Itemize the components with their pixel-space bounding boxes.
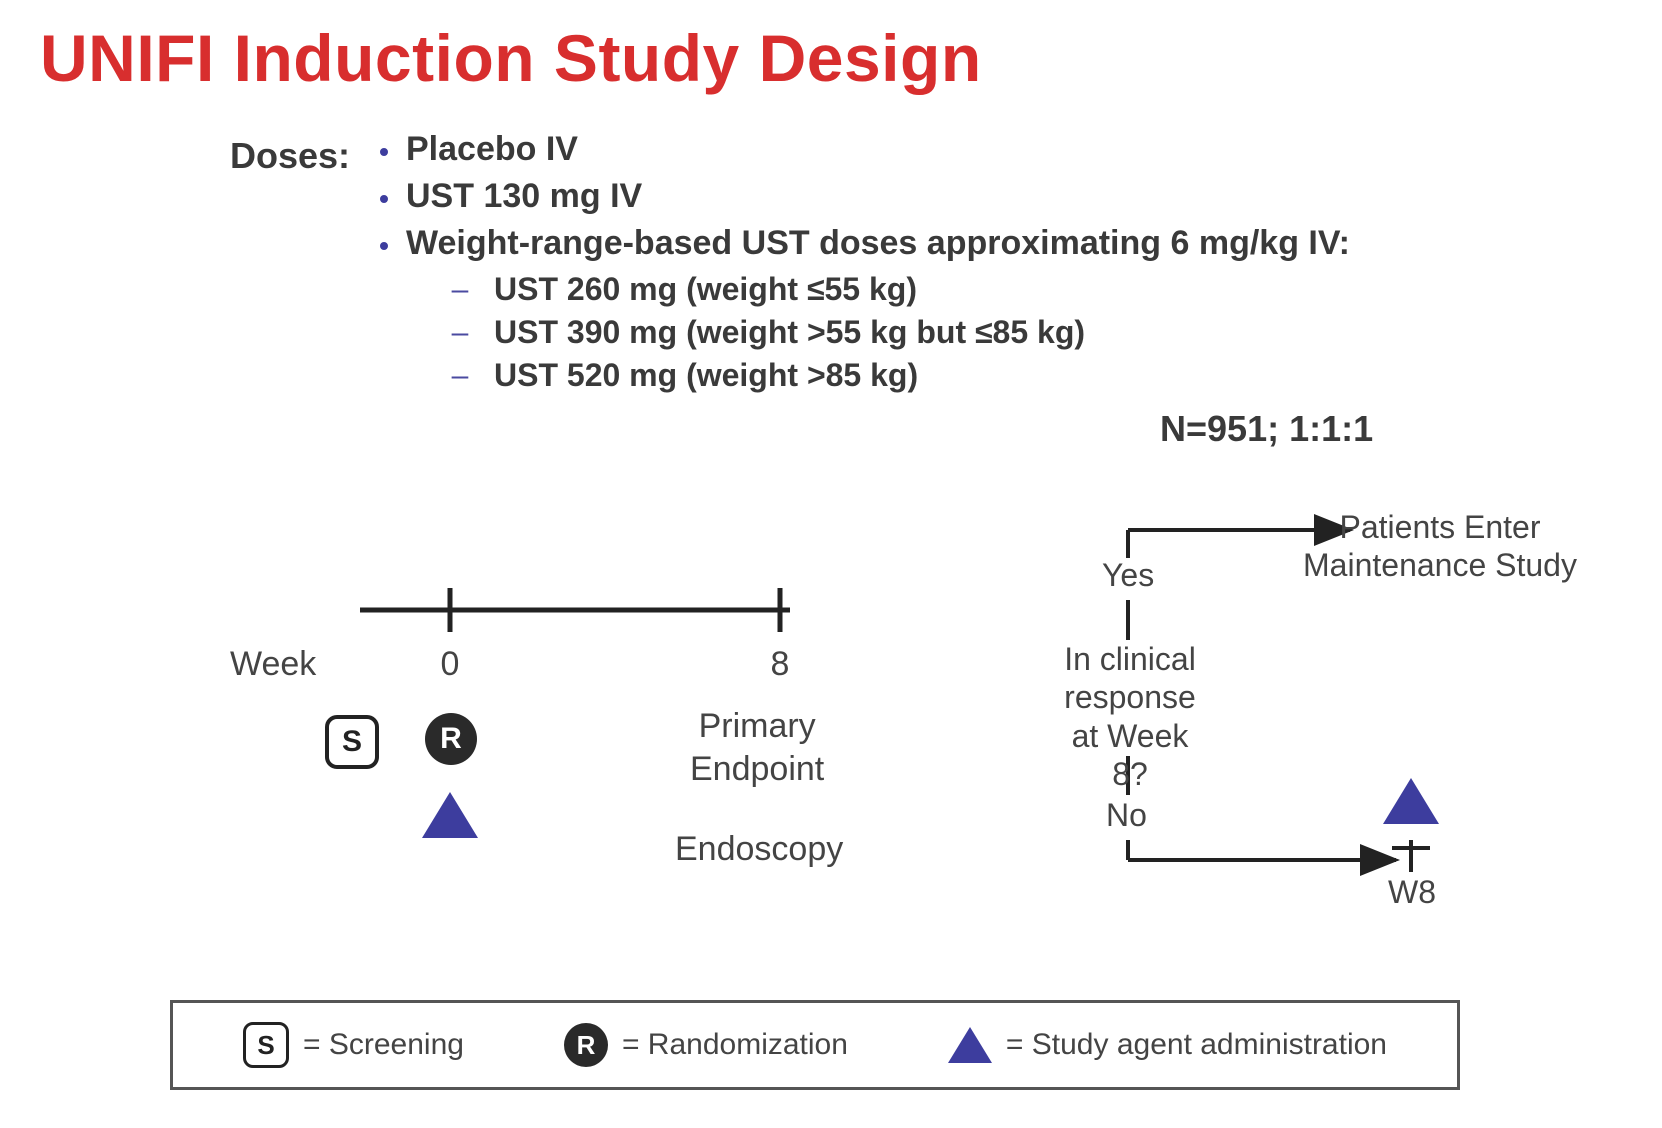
agent-triangle [422, 792, 478, 838]
dose-subitem: – UST 390 mg (weight >55 kg but ≤85 kg) [450, 314, 1350, 351]
subitem-text: UST 390 mg (weight >55 kg but ≤85 kg) [494, 314, 1085, 351]
question-l1: In clinical [1064, 641, 1196, 677]
tick-8-label: 8 [771, 645, 790, 684]
r-circle-icon: R [425, 713, 477, 765]
primary-endpoint-l1: Primary [699, 707, 816, 745]
legend-box: S = Screening R = Randomization = Study … [170, 1000, 1460, 1090]
timeline-diagram: Week 0 8 S R Primary Endpoint Endoscopy [230, 550, 1010, 920]
s-box-icon: S [243, 1022, 289, 1068]
s-box-icon: S [325, 715, 379, 769]
dose-sublist: – UST 260 mg (weight ≤55 kg) – UST 390 m… [450, 271, 1350, 394]
dose-subitem: – UST 260 mg (weight ≤55 kg) [450, 271, 1350, 308]
screening-symbol: S [325, 715, 379, 769]
triangle-icon [1383, 778, 1439, 824]
dash-icon: – [450, 316, 470, 350]
outcome-l2: Maintenance Study [1303, 547, 1577, 583]
legend-study-agent-text: = Study agent administration [1006, 1028, 1387, 1062]
primary-endpoint-label: Primary Endpoint [690, 705, 824, 790]
dose-item: Placebo IV [380, 130, 1350, 169]
dose-item: UST 130 mg IV [380, 177, 1350, 216]
subitem-text: UST 260 mg (weight ≤55 kg) [494, 271, 917, 308]
w8-label: W8 [1388, 874, 1436, 911]
triangle-icon [948, 1027, 992, 1063]
agent-triangle-w8 [1383, 778, 1439, 824]
decision-flow: Yes In clinical response at Week 8? No P… [1000, 500, 1590, 950]
page-title: UNIFI Induction Study Design [40, 20, 982, 96]
legend-randomization: R = Randomization [564, 1023, 848, 1067]
primary-endpoint-l2: Endpoint [690, 750, 824, 788]
legend-screening-text: = Screening [303, 1028, 464, 1062]
dose-text: Weight-range-based UST doses approximati… [406, 224, 1350, 263]
decision-outcome: Patients Enter Maintenance Study [1300, 508, 1580, 585]
bullet-icon [380, 242, 388, 250]
dash-icon: – [450, 273, 470, 307]
triangle-icon [422, 792, 478, 838]
tick-0-label: 0 [441, 645, 460, 684]
legend-screening: S = Screening [243, 1022, 464, 1068]
question-l2: response [1064, 679, 1196, 715]
decision-question: In clinical response at Week 8? [1060, 640, 1200, 794]
question-l3: at Week 8? [1072, 718, 1189, 792]
dose-text: UST 130 mg IV [406, 177, 642, 216]
dose-subitem: – UST 520 mg (weight >85 kg) [450, 357, 1350, 394]
outcome-l1: Patients Enter [1340, 509, 1541, 545]
subitem-text: UST 520 mg (weight >85 kg) [494, 357, 918, 394]
legend-study-agent: = Study agent administration [948, 1027, 1387, 1063]
bullet-icon [380, 195, 388, 203]
dose-text: Placebo IV [406, 130, 578, 169]
n-label: N=951; 1:1:1 [1160, 408, 1373, 450]
legend-randomization-text: = Randomization [622, 1028, 848, 1062]
dose-list: Placebo IV UST 130 mg IV Weight-range-ba… [380, 130, 1350, 400]
dash-icon: – [450, 359, 470, 393]
dose-item: Weight-range-based UST doses approximati… [380, 224, 1350, 263]
decision-no: No [1106, 796, 1147, 834]
doses-label: Doses: [230, 135, 350, 177]
decision-yes: Yes [1102, 556, 1154, 594]
endoscopy-label: Endoscopy [675, 830, 843, 869]
r-circle-icon: R [564, 1023, 608, 1067]
bullet-icon [380, 148, 388, 156]
week-label: Week [230, 645, 316, 684]
randomization-symbol: R [425, 713, 477, 765]
